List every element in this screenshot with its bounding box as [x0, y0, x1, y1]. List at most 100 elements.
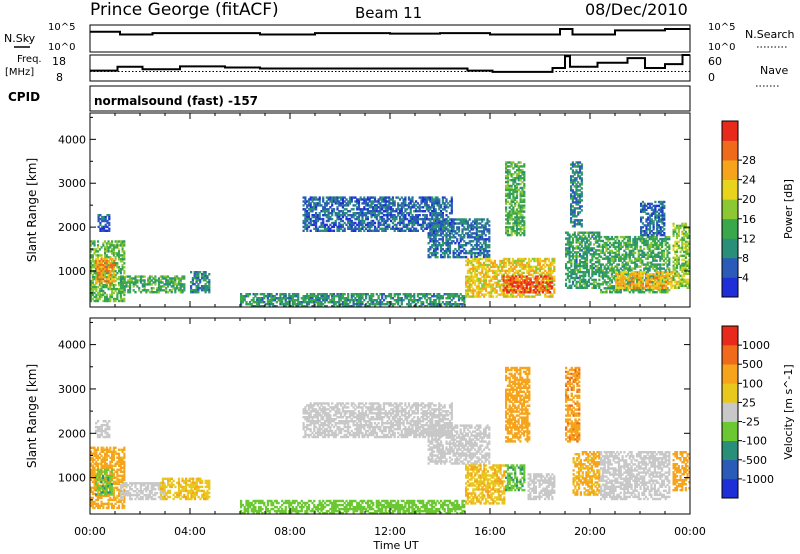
data-cell [195, 289, 198, 292]
data-cell [118, 256, 121, 259]
data-cell [510, 184, 513, 188]
data-cell [306, 210, 309, 213]
data-cell [474, 271, 477, 275]
data-cell [107, 274, 110, 277]
data-cell [98, 261, 101, 265]
data-cell [579, 247, 582, 250]
data-cell [363, 229, 366, 232]
data-cell [511, 295, 514, 298]
data-cell [121, 281, 124, 284]
data-cell [121, 299, 124, 303]
data-cell [625, 257, 628, 260]
data-cell [102, 217, 106, 221]
data-cell [488, 255, 491, 259]
data-cell [311, 295, 314, 298]
data-cell [315, 229, 318, 232]
data-cell [540, 275, 543, 278]
data-cell [603, 253, 606, 256]
data-cell [357, 293, 361, 296]
data-cell [643, 267, 646, 270]
data-cell [105, 270, 109, 273]
data-cell [370, 214, 373, 217]
data-cell [320, 217, 323, 221]
data-cell [132, 283, 135, 286]
data-cell [628, 235, 631, 239]
data-cell [612, 259, 615, 262]
data-cell [573, 201, 576, 204]
data-cell [377, 214, 380, 217]
data-cell [390, 206, 393, 209]
data-cell [365, 303, 368, 306]
data-cell [497, 265, 500, 269]
data-cell [513, 277, 516, 280]
data-cell [101, 225, 104, 229]
data-cell [107, 242, 110, 245]
data-cell [397, 214, 400, 217]
data-cell [438, 234, 441, 237]
data-cell [605, 271, 608, 274]
data-cell [404, 202, 407, 205]
data-cell [490, 277, 493, 280]
data-cell [610, 251, 613, 254]
data-cell [486, 249, 489, 253]
data-cell [450, 303, 453, 306]
data-cell [109, 265, 112, 269]
data-cell [548, 285, 552, 288]
data-cell [591, 265, 594, 268]
data-cell [625, 289, 628, 292]
data-cell [91, 240, 94, 243]
data-cell [506, 216, 509, 219]
data-cell [432, 232, 436, 235]
data-cell [529, 265, 532, 269]
data-cell [519, 230, 522, 233]
data-cell [634, 245, 637, 249]
data-cell [105, 285, 108, 289]
data-cell [580, 209, 583, 212]
data-cell [477, 289, 480, 292]
data-cell [331, 217, 334, 221]
data-cell [517, 204, 520, 207]
data-cell [593, 233, 596, 236]
data-cell [391, 198, 394, 201]
data-cell [495, 273, 498, 276]
data-cell [575, 207, 578, 210]
data-cell [404, 200, 407, 203]
data-cell [183, 283, 186, 286]
data-cell [434, 196, 437, 199]
data-cell [621, 239, 624, 243]
data-cell [570, 261, 573, 264]
data-cell [566, 268, 569, 272]
data-cell [605, 273, 608, 276]
data-cell [352, 295, 355, 298]
data-cell [111, 281, 114, 285]
data-cell [270, 301, 273, 304]
data-cell [174, 287, 177, 290]
data-cell [512, 180, 515, 184]
data-cell [105, 259, 109, 263]
data-cell [347, 210, 350, 213]
data-cell [445, 226, 448, 229]
data-cell [425, 299, 428, 302]
data-cell [104, 295, 107, 299]
data-cell [472, 240, 475, 243]
data-cell [452, 234, 455, 237]
data-cell [603, 251, 606, 254]
data-cell [431, 204, 434, 207]
data-cell [257, 303, 261, 306]
data-cell [425, 200, 428, 203]
data-cell [391, 200, 394, 203]
data-cell [307, 198, 311, 201]
data-cell [208, 283, 211, 286]
data-cell [393, 214, 396, 217]
data-cell [483, 295, 486, 298]
data-cell [481, 251, 484, 255]
data-cell [123, 250, 126, 253]
data-cell [486, 246, 489, 249]
data-cell [497, 273, 500, 276]
data-cell [577, 211, 580, 214]
data-cell [465, 275, 468, 278]
data-cell [448, 297, 452, 300]
data-cell [423, 217, 427, 221]
data-cell [377, 301, 380, 304]
data-cell [436, 246, 439, 249]
